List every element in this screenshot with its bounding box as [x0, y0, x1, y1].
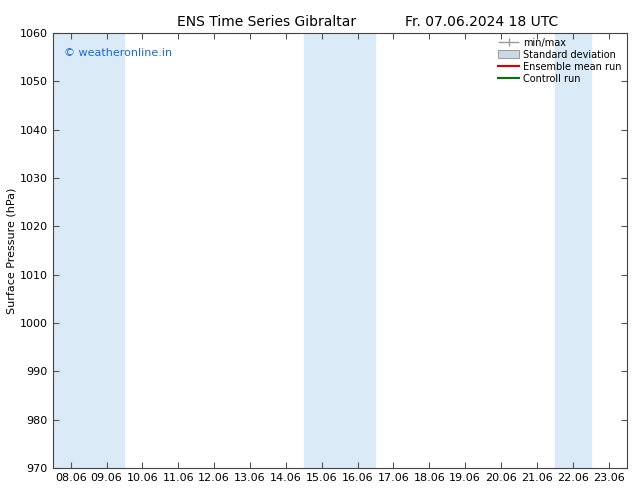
Bar: [53, 33, 89, 468]
Y-axis label: Surface Pressure (hPa): Surface Pressure (hPa): [7, 187, 17, 314]
Bar: [340, 33, 375, 468]
Text: Fr. 07.06.2024 18 UTC: Fr. 07.06.2024 18 UTC: [405, 15, 559, 29]
Text: © weatheronline.in: © weatheronline.in: [64, 48, 172, 58]
Text: ENS Time Series Gibraltar: ENS Time Series Gibraltar: [177, 15, 356, 29]
Bar: [555, 33, 591, 468]
Legend: min/max, Standard deviation, Ensemble mean run, Controll run: min/max, Standard deviation, Ensemble me…: [495, 35, 624, 87]
Bar: [304, 33, 340, 468]
Bar: [89, 33, 124, 468]
